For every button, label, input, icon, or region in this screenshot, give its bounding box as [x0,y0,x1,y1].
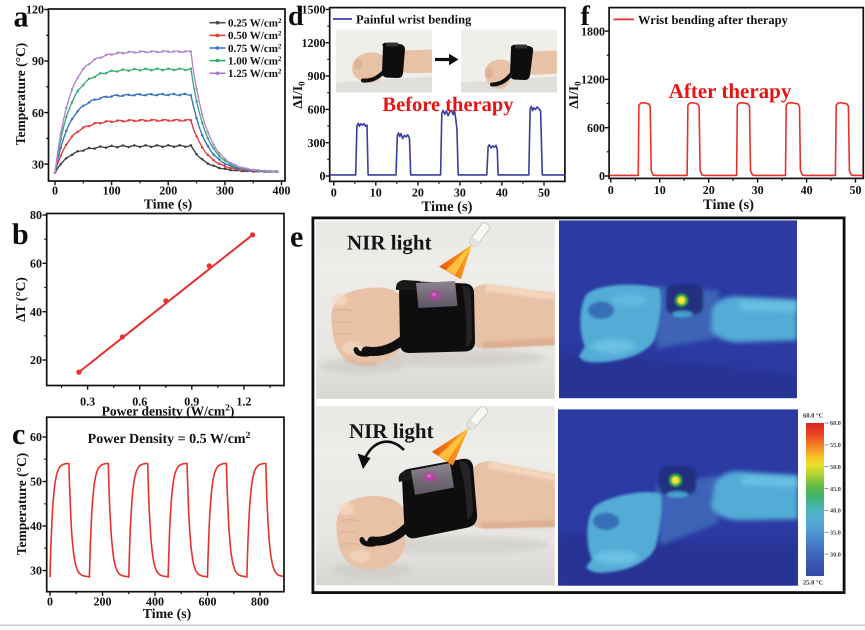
svg-text:0: 0 [320,169,326,183]
svg-text:0.6: 0.6 [132,395,147,409]
svg-text:0: 0 [599,169,605,183]
svg-text:30: 30 [752,183,764,197]
svg-text:Time (s): Time (s) [422,199,473,215]
svg-text:60.0: 60.0 [830,420,841,427]
svg-text:Temperature (°C): Temperature (°C) [13,43,28,146]
svg-text:400: 400 [146,595,164,609]
svg-text:After therapy: After therapy [669,79,792,103]
svg-text:50: 50 [538,186,550,200]
svg-text:Temperature (°C): Temperature (°C) [14,453,29,556]
svg-text:1200: 1200 [302,36,326,50]
svg-text:f: f [581,1,591,32]
svg-text:300: 300 [308,136,326,150]
svg-text:1.00 W/cm2: 1.00 W/cm2 [228,55,282,68]
svg-text:1.2: 1.2 [236,395,251,409]
svg-text:ΔI/I0: ΔI/I0 [566,81,583,109]
svg-text:55.0: 55.0 [830,442,841,449]
svg-text:1800: 1800 [581,24,605,38]
svg-text:50: 50 [850,183,862,197]
svg-text:25.0 °C: 25.0 °C [803,580,824,587]
svg-text:50.0: 50.0 [830,464,841,471]
svg-text:60: 60 [30,257,42,271]
svg-text:NIR light: NIR light [349,419,434,443]
svg-text:20: 20 [30,353,42,367]
svg-text:40.0: 40.0 [830,508,841,515]
svg-text:40: 40 [30,519,42,533]
svg-text:1.25 W/cm2: 1.25 W/cm2 [228,68,282,81]
svg-text:900: 900 [308,69,326,83]
svg-text:80: 80 [30,208,42,222]
svg-text:0: 0 [331,186,337,200]
svg-text:Time (s): Time (s) [143,606,191,621]
svg-text:Wrist bending after therapy: Wrist bending after therapy [638,13,789,27]
svg-text:0.3: 0.3 [80,395,95,409]
svg-text:0: 0 [608,183,614,197]
svg-text:c: c [12,418,25,451]
svg-text:600: 600 [587,121,605,135]
svg-text:45.0: 45.0 [830,486,841,493]
svg-text:300: 300 [216,184,234,198]
svg-text:1200: 1200 [581,73,605,87]
svg-text:30.0: 30.0 [830,551,841,558]
svg-text:e: e [290,221,303,254]
svg-text:800: 800 [251,595,269,609]
svg-text:Time (s): Time (s) [144,197,192,212]
svg-text:d: d [288,1,304,32]
svg-text:60.0 °C: 60.0 °C [803,413,824,420]
svg-text:600: 600 [199,595,217,609]
svg-text:a: a [14,0,29,33]
svg-text:Painful wrist bending: Painful wrist bending [356,13,472,27]
svg-text:30: 30 [32,157,44,171]
svg-text:0.9: 0.9 [184,395,199,409]
svg-text:Before therapy: Before therapy [382,94,514,116]
svg-text:200: 200 [159,184,177,198]
svg-text:40: 40 [801,183,813,197]
svg-text:50: 50 [30,475,42,489]
svg-text:NIR light: NIR light [347,231,432,255]
svg-text:100: 100 [103,184,121,198]
svg-text:60: 60 [30,430,42,444]
svg-text:10: 10 [370,186,382,200]
svg-text:600: 600 [308,103,326,117]
svg-text:20: 20 [412,186,424,200]
svg-text:0: 0 [52,184,58,198]
svg-text:40: 40 [30,305,42,319]
svg-text:0.25 W/cm2: 0.25 W/cm2 [228,17,282,30]
svg-text:Power Density = 0.5 W/cm2: Power Density = 0.5 W/cm2 [88,431,251,447]
svg-text:30: 30 [30,564,42,578]
svg-text:120: 120 [26,3,44,17]
svg-text:Time (s): Time (s) [703,197,754,213]
svg-text:20: 20 [703,183,715,197]
svg-text:0: 0 [47,595,53,609]
svg-text:10: 10 [654,183,666,197]
svg-text:ΔI/I0: ΔI/I0 [290,81,307,109]
svg-text:60: 60 [32,106,44,120]
svg-text:40: 40 [496,186,508,200]
svg-text:Power density (W/cm2): Power density (W/cm2) [102,404,235,419]
svg-text:400: 400 [273,184,291,198]
svg-text:0.75 W/cm2: 0.75 W/cm2 [228,42,282,55]
svg-text:b: b [12,218,29,251]
svg-text:200: 200 [94,595,112,609]
svg-text:0.50 W/cm2: 0.50 W/cm2 [228,30,282,43]
svg-text:ΔT (°C): ΔT (°C) [13,277,28,322]
svg-text:90: 90 [32,54,44,68]
svg-text:1500: 1500 [302,3,326,17]
svg-text:30: 30 [454,186,466,200]
svg-text:35.0: 35.0 [830,530,841,537]
